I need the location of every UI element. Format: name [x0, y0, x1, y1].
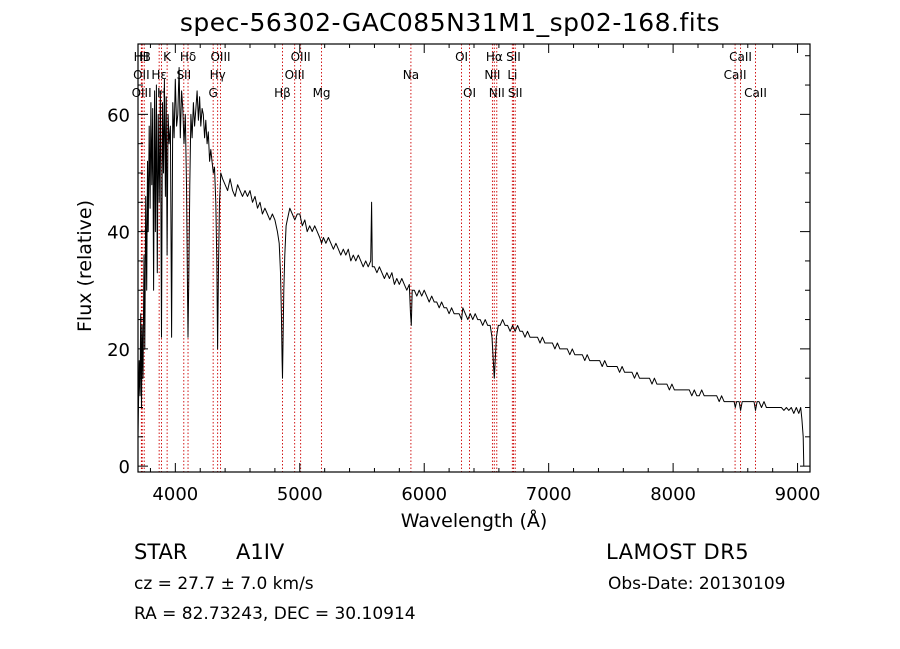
line-marker-label: OIII: [291, 50, 311, 64]
spectral-subclass: A1IV: [236, 540, 285, 564]
line-marker-label: Na: [403, 68, 419, 82]
x-tick-label: 8000: [650, 484, 696, 505]
line-marker-label: NII: [489, 86, 505, 100]
line-marker-label: Li: [507, 68, 517, 82]
line-marker-label: OI: [455, 50, 468, 64]
observation-date: Obs-Date: 20130109: [608, 574, 786, 594]
x-tick-label: 9000: [775, 484, 821, 505]
line-marker-label: OI: [463, 86, 476, 100]
line-marker-label: CaII: [729, 50, 752, 64]
x-tick-label: 4000: [152, 484, 198, 505]
line-marker-label: OIII: [210, 50, 230, 64]
tick-labels-group: 4000 5000 6000 7000 8000 9000 0 20 40 60: [107, 105, 820, 505]
line-marker-label: OII: [133, 68, 150, 82]
axis-ticks-group: [138, 44, 810, 472]
x-tick-label: 6000: [401, 484, 447, 505]
redshift-velocity: cz = 27.7 ± 7.0 km/s: [134, 574, 314, 594]
plot-frame: [137, 43, 811, 473]
coordinates: RA = 82.73243, DEC = 30.10914: [134, 604, 416, 624]
line-marker-label: OIII: [285, 68, 305, 82]
line-marker-label: G: [209, 86, 218, 100]
y-tick-label: 40: [107, 223, 130, 244]
spectrum-series-group: [137, 67, 805, 467]
x-tick-label: 5000: [277, 484, 323, 505]
line-marker-label: Hδ: [180, 50, 196, 64]
line-marker-label: SII: [508, 86, 523, 100]
line-marker-label: H: [157, 86, 166, 100]
line-marker-label: K: [163, 50, 172, 64]
survey-name: LAMOST DR5: [606, 540, 750, 564]
y-axis-label: Flux (relative): [74, 199, 96, 333]
y-tick-label: 60: [107, 105, 130, 126]
line-marker-label: Mg: [313, 86, 331, 100]
line-marker-label: Hε: [151, 68, 167, 82]
line-marker-label: Hγ: [210, 68, 226, 82]
object-type: STAR: [134, 540, 188, 564]
y-tick-label: 20: [107, 340, 130, 361]
line-marker-label: Hβ: [274, 86, 291, 100]
line-marker-label: CaII: [744, 86, 767, 100]
line-marker-label: Hα: [486, 50, 503, 64]
line-marker-label: H: [140, 50, 149, 64]
x-axis-label: Wavelength (Å): [400, 510, 548, 532]
chart-title: spec-56302-GAC085N31M1_sp02-168.fits: [179, 8, 721, 37]
line-marker-group: [140, 44, 756, 472]
line-marker-label: SII: [506, 50, 521, 64]
spectrum-line: [137, 67, 805, 467]
line-marker-label: CaII: [724, 68, 747, 82]
line-marker-label: OIII: [132, 86, 152, 100]
x-tick-label: 7000: [526, 484, 572, 505]
line-marker-label: NII: [484, 68, 500, 82]
y-tick-label: 0: [119, 457, 130, 478]
line-marker-label: SII: [176, 68, 191, 82]
